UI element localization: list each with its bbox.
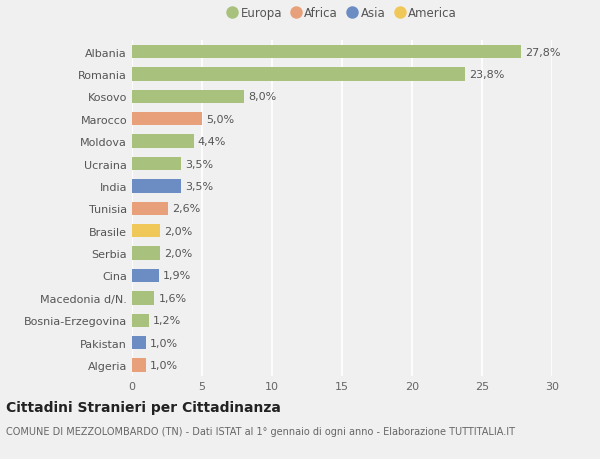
Text: 4,4%: 4,4%	[198, 137, 226, 147]
Bar	[132, 90, 244, 104]
Bar	[132, 157, 181, 171]
Bar	[132, 202, 169, 216]
Text: 1,6%: 1,6%	[158, 293, 187, 303]
Bar	[132, 269, 158, 283]
Text: 3,5%: 3,5%	[185, 159, 214, 169]
Bar	[132, 135, 194, 149]
Text: 2,0%: 2,0%	[164, 226, 193, 236]
Bar	[132, 314, 149, 327]
Text: 3,5%: 3,5%	[185, 181, 214, 191]
Bar	[132, 113, 202, 126]
Text: 8,0%: 8,0%	[248, 92, 277, 102]
Bar	[132, 336, 146, 350]
Text: 1,9%: 1,9%	[163, 271, 191, 281]
Text: 23,8%: 23,8%	[469, 70, 505, 80]
Text: 1,0%: 1,0%	[150, 338, 178, 348]
Bar	[132, 180, 181, 193]
Text: COMUNE DI MEZZOLOMBARDO (TN) - Dati ISTAT al 1° gennaio di ogni anno - Elaborazi: COMUNE DI MEZZOLOMBARDO (TN) - Dati ISTA…	[6, 426, 515, 436]
Text: Cittadini Stranieri per Cittadinanza: Cittadini Stranieri per Cittadinanza	[6, 400, 281, 414]
Text: 27,8%: 27,8%	[526, 47, 561, 57]
Text: 1,2%: 1,2%	[153, 315, 181, 325]
Bar	[132, 358, 146, 372]
Text: 5,0%: 5,0%	[206, 114, 235, 124]
Bar	[132, 291, 154, 305]
Bar	[132, 68, 465, 82]
Legend: Europa, Africa, Asia, America: Europa, Africa, Asia, America	[227, 7, 457, 20]
Text: 2,6%: 2,6%	[173, 204, 201, 214]
Text: 2,0%: 2,0%	[164, 248, 193, 258]
Bar	[132, 46, 521, 59]
Bar	[132, 224, 160, 238]
Bar	[132, 247, 160, 260]
Text: 1,0%: 1,0%	[150, 360, 178, 370]
